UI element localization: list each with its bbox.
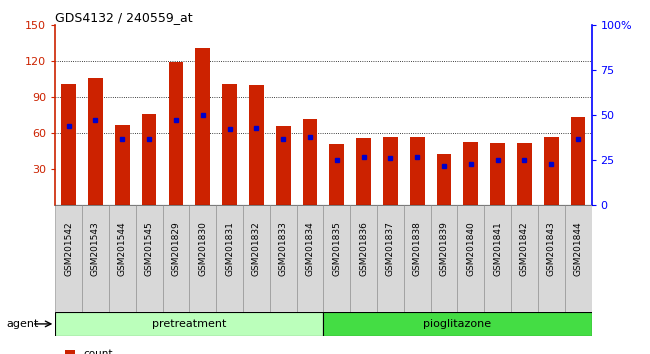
Text: GSM201544: GSM201544: [118, 221, 127, 276]
Text: GSM201837: GSM201837: [386, 221, 395, 276]
Text: GSM201833: GSM201833: [279, 221, 288, 276]
Bar: [136, 205, 162, 312]
Text: GSM201843: GSM201843: [547, 221, 556, 276]
Bar: [330, 144, 344, 205]
Bar: [82, 205, 109, 312]
Bar: [430, 205, 458, 312]
Bar: [55, 205, 82, 312]
Bar: [61, 84, 76, 205]
Text: agent: agent: [6, 319, 39, 329]
Bar: [168, 62, 183, 205]
Text: GDS4132 / 240559_at: GDS4132 / 240559_at: [55, 11, 193, 24]
Text: pioglitazone: pioglitazone: [423, 319, 491, 329]
Bar: [490, 143, 505, 205]
Text: GSM201839: GSM201839: [439, 221, 448, 276]
Bar: [216, 205, 243, 312]
Bar: [196, 48, 210, 205]
Bar: [383, 137, 398, 205]
Text: GSM201842: GSM201842: [520, 221, 529, 276]
Bar: [404, 205, 430, 312]
Text: GSM201835: GSM201835: [332, 221, 341, 276]
Bar: [115, 125, 129, 205]
Bar: [410, 137, 424, 205]
Text: GSM201832: GSM201832: [252, 221, 261, 276]
Bar: [484, 205, 511, 312]
Bar: [565, 205, 592, 312]
Bar: [142, 114, 157, 205]
Bar: [276, 126, 291, 205]
Bar: [356, 138, 371, 205]
Bar: [55, 312, 324, 336]
Bar: [538, 205, 565, 312]
Bar: [544, 137, 558, 205]
Bar: [517, 143, 532, 205]
Bar: [243, 205, 270, 312]
Text: GSM201844: GSM201844: [573, 221, 582, 276]
Bar: [324, 312, 592, 336]
Text: GSM201841: GSM201841: [493, 221, 502, 276]
Bar: [437, 154, 451, 205]
Text: GSM201838: GSM201838: [413, 221, 422, 276]
Bar: [88, 78, 103, 205]
Bar: [324, 205, 350, 312]
Text: GSM201836: GSM201836: [359, 221, 368, 276]
Bar: [222, 84, 237, 205]
Text: GSM201830: GSM201830: [198, 221, 207, 276]
Text: GSM201829: GSM201829: [172, 221, 181, 276]
Bar: [377, 205, 404, 312]
Bar: [458, 205, 484, 312]
Text: GSM201543: GSM201543: [91, 221, 100, 276]
Bar: [463, 142, 478, 205]
Text: GSM201840: GSM201840: [466, 221, 475, 276]
Text: GSM201831: GSM201831: [225, 221, 234, 276]
Bar: [571, 118, 586, 205]
Bar: [109, 205, 136, 312]
Bar: [270, 205, 296, 312]
Bar: [511, 205, 538, 312]
Text: GSM201834: GSM201834: [306, 221, 315, 276]
Text: GSM201542: GSM201542: [64, 221, 73, 276]
Bar: [249, 85, 264, 205]
Bar: [303, 119, 317, 205]
Bar: [350, 205, 377, 312]
Text: GSM201545: GSM201545: [144, 221, 153, 276]
Text: pretreatment: pretreatment: [152, 319, 226, 329]
Bar: [296, 205, 324, 312]
Bar: [189, 205, 216, 312]
Legend: count, percentile rank within the sample: count, percentile rank within the sample: [60, 345, 263, 354]
Bar: [162, 205, 189, 312]
